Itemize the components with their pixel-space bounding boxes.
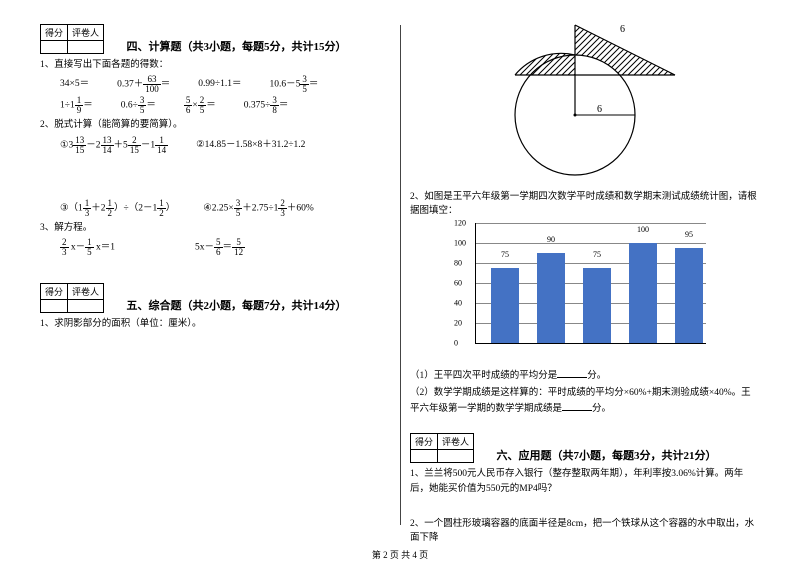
bar <box>537 253 565 343</box>
page-footer: 第 2 页 共 4 页 <box>0 548 800 561</box>
score-cell: 得分 <box>41 25 68 41</box>
gridline <box>476 243 706 244</box>
expr: ①31315－21314＋5215－1114 <box>60 136 168 155</box>
geometry-figure: 6 6 <box>485 20 685 180</box>
section5-header: 得分 评卷人 五、综合题（共2小题，每题7分，共计14分） <box>40 283 390 313</box>
q5-1: 1、求阴影部分的面积（单位：厘米）。 <box>40 317 390 331</box>
section4-title: 四、计算题（共3小题，每题5分，共计15分） <box>127 38 347 54</box>
q5-2-sub1: （1）王平四次平时成绩的平均分是分。 <box>410 367 760 383</box>
y-axis-label: 80 <box>454 258 462 267</box>
expr: 23 x－15 x＝1 <box>60 238 115 257</box>
section6-title: 六、应用题（共7小题，每题3分，共计21分） <box>497 447 717 463</box>
expr: 10.6－535＝ <box>269 75 318 94</box>
bar-value-label: 75 <box>491 250 519 259</box>
right-column: 6 6 2、如图是王平六年级第一学期四次数学平时成绩和数学期末测试成绩统计图，请… <box>400 20 770 535</box>
q4-1: 1、直接写出下面各题的得数： <box>40 58 390 72</box>
y-axis-label: 120 <box>454 218 466 227</box>
expr-row-5: 23 x－15 x＝1 5x－56＝512 <box>60 238 390 257</box>
expr: 0.99÷1.1＝ <box>198 75 241 94</box>
expr-row-2: 1÷119＝ 0.6÷35＝ 56×25＝ 0.375÷38＝ <box>60 96 390 115</box>
bar <box>491 268 519 343</box>
geom-top-label: 6 <box>620 24 625 35</box>
expr: 0.375÷38＝ <box>244 96 289 115</box>
bar <box>675 248 703 343</box>
grader-cell: 评卷人 <box>68 25 104 41</box>
grader-cell: 评卷人 <box>68 283 104 299</box>
score-box: 得分 评卷人 <box>40 283 104 313</box>
q5-2-sub2: （2）数学学期成绩是这样算的：平时成绩的平均分×60%+期末测验成绩×40%。王… <box>410 386 760 417</box>
score-cell: 得分 <box>411 434 438 450</box>
section5-title: 五、综合题（共2小题，每题7分，共计14分） <box>127 297 347 313</box>
expr-row-1: 34×5＝ 0.37＋63100＝ 0.99÷1.1＝ 10.6－535＝ <box>60 75 390 94</box>
y-axis-label: 100 <box>454 238 466 247</box>
q6-1: 1、兰兰将500元人民币存入银行（整存整取两年期），年利率按3.06%计算。两年… <box>410 467 760 496</box>
expr-row-3: ①31315－21314＋5215－1114 ②14.85－1.58×8＋31.… <box>60 136 390 155</box>
y-axis-label: 20 <box>454 318 462 327</box>
score-box: 得分 评卷人 <box>40 24 104 54</box>
gridline <box>476 263 706 264</box>
expr: 56×25＝ <box>184 96 216 115</box>
bar <box>583 268 611 343</box>
section4-header: 得分 评卷人 四、计算题（共3小题，每题5分，共计15分） <box>40 24 390 54</box>
expr-row-4: ③（113＋212）÷（2－112） ④2.25×35＋2.75÷123＋60% <box>60 199 390 218</box>
expr: 0.37＋63100＝ <box>117 75 170 94</box>
q5-2: 2、如图是王平六年级第一学期四次数学平时成绩和数学期末测试成绩统计图，请根据图填… <box>410 190 760 219</box>
bar-value-label: 90 <box>537 235 565 244</box>
gridline <box>476 223 706 224</box>
expr: 1÷119＝ <box>60 96 93 115</box>
geom-radius-label: 6 <box>597 104 602 115</box>
expr: ④2.25×35＋2.75÷123＋60% <box>203 199 314 218</box>
bar-value-label: 75 <box>583 250 611 259</box>
left-column: 得分 评卷人 四、计算题（共3小题，每题5分，共计15分） 1、直接写出下面各题… <box>30 20 400 535</box>
blank-field <box>557 367 587 378</box>
blank-field <box>562 400 592 411</box>
q4-2: 2、脱式计算（能简算的要简算）。 <box>40 118 390 132</box>
score-box: 得分 评卷人 <box>410 433 474 463</box>
expr: 34×5＝ <box>60 75 89 94</box>
score-cell: 得分 <box>41 283 68 299</box>
bar <box>629 243 657 343</box>
expr: ③（113＋212）÷（2－112） <box>60 199 175 218</box>
chart-grid: 02040608010012075907510095 <box>475 223 706 344</box>
y-axis-label: 60 <box>454 278 462 287</box>
q6-2: 2、一个圆柱形玻璃容器的底面半径是8cm，把一个铁球从这个容器的水中取出，水面下… <box>410 517 760 546</box>
expr: 0.6÷35＝ <box>121 96 156 115</box>
section6-header: 得分 评卷人 六、应用题（共7小题，每题3分，共计21分） <box>410 433 760 463</box>
expr: ②14.85－1.58×8＋31.2÷1.2 <box>196 136 305 155</box>
bar-chart: 02040608010012075907510095 <box>450 223 710 363</box>
bar-value-label: 95 <box>675 230 703 239</box>
page: 得分 评卷人 四、计算题（共3小题，每题5分，共计15分） 1、直接写出下面各题… <box>0 0 800 545</box>
expr: 5x－56＝512 <box>195 238 245 257</box>
grader-cell: 评卷人 <box>438 434 474 450</box>
y-axis-label: 0 <box>454 338 458 347</box>
y-axis-label: 40 <box>454 298 462 307</box>
bar-value-label: 100 <box>629 225 657 234</box>
q4-3: 3、解方程。 <box>40 221 390 235</box>
